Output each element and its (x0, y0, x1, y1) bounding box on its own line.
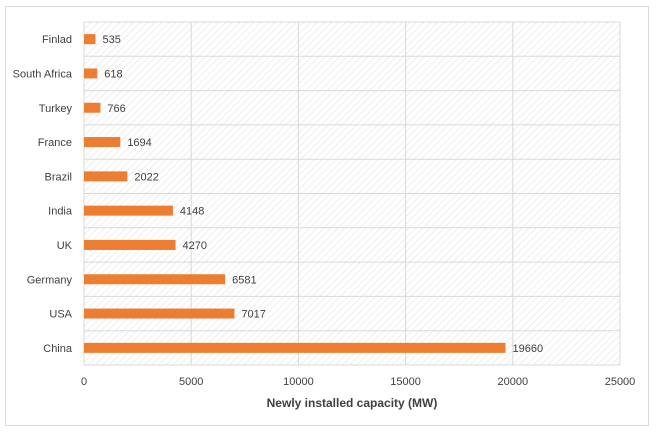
data-label: 1694 (127, 137, 151, 149)
category-label: Germany (27, 274, 73, 286)
category-label: Brazil (44, 171, 72, 183)
x-tick-label: 15000 (390, 376, 421, 388)
data-labels: 535 618 766 1694 2022 4148 4270 6581 7017 19660 (102, 34, 543, 355)
data-label: 535 (102, 34, 120, 46)
category-label: Finlad (42, 34, 72, 46)
x-tick-label: 5000 (179, 376, 203, 388)
category-label: China (43, 343, 73, 355)
category-label: USA (49, 309, 72, 321)
bar-uk (84, 239, 176, 250)
gridlines (83, 21, 621, 366)
x-tick-label: 20000 (498, 376, 529, 388)
bar-germany (84, 274, 226, 285)
category-label: India (48, 206, 73, 218)
category-label: France (38, 137, 72, 149)
data-label: 618 (104, 68, 122, 80)
bar-brazil (84, 171, 128, 182)
x-axis-title: Newly installed capacity (MW) (267, 396, 438, 410)
bar-france (84, 137, 121, 148)
data-label: 7017 (241, 309, 265, 321)
data-label: 2022 (134, 171, 158, 183)
x-tick-label: 25000 (605, 376, 636, 388)
bars (84, 34, 506, 353)
bar-india (84, 205, 173, 216)
data-label: 6581 (232, 274, 256, 286)
bar-turkey (84, 102, 101, 113)
category-label: Turkey (39, 103, 73, 115)
bar-china (84, 342, 506, 353)
data-label: 4148 (180, 206, 204, 218)
data-label: 4270 (183, 240, 207, 252)
x-tick-label: 0 (81, 376, 87, 388)
data-label: 19660 (513, 343, 544, 355)
x-axis-tick-labels: 0 5000 10000 15000 20000 25000 (81, 376, 635, 388)
bar-south-africa (84, 68, 98, 79)
category-label: UK (57, 240, 73, 252)
bar-usa (84, 308, 235, 319)
category-label: South Africa (13, 68, 73, 80)
data-label: 766 (107, 103, 125, 115)
category-labels: Finlad South Africa Turkey France Brazil Indi… (13, 34, 73, 355)
bar-finlad (84, 34, 96, 45)
x-tick-label: 10000 (283, 376, 314, 388)
